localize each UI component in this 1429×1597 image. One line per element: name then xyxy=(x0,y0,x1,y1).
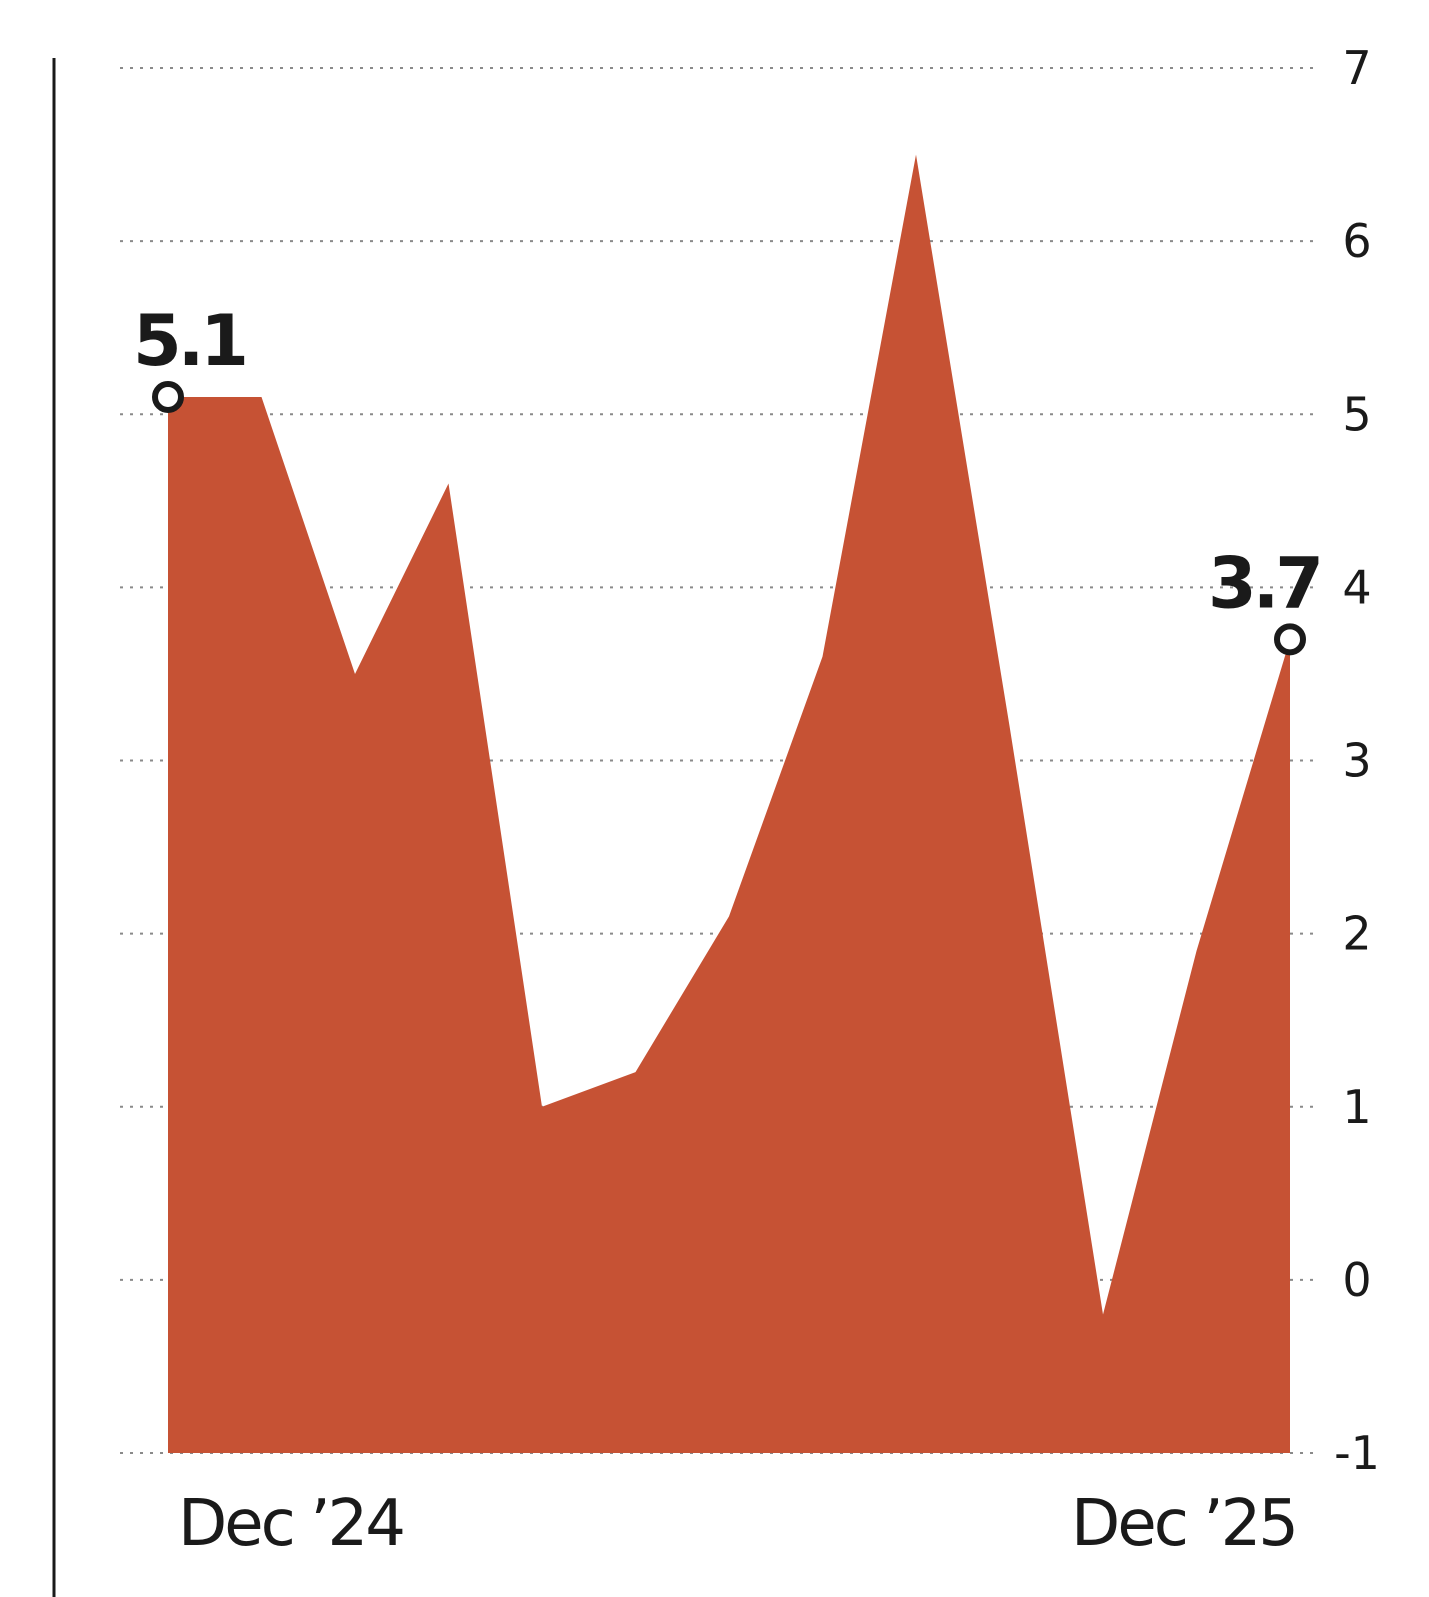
y-tick-label: 6 xyxy=(1342,214,1371,268)
area-fill xyxy=(168,154,1290,1453)
y-tick-label: 1 xyxy=(1342,1080,1371,1134)
annotation-label: 3.7 xyxy=(1208,542,1320,624)
y-tick-label: 2 xyxy=(1342,907,1371,961)
y-axis-tick-labels: 7 6 5 4 3 2 1 0 -1 xyxy=(1334,41,1380,1480)
y-tick-label: 4 xyxy=(1342,560,1371,614)
y-tick-label: -1 xyxy=(1334,1426,1380,1480)
x-tick-label-start: Dec ’24 xyxy=(178,1487,403,1561)
y-tick-label: 0 xyxy=(1342,1253,1371,1307)
annotation-marker xyxy=(152,380,184,413)
annotation-marker xyxy=(1274,623,1306,656)
y-tick-label: 3 xyxy=(1342,734,1371,788)
area-series xyxy=(168,154,1290,1453)
y-tick-label: 7 xyxy=(1342,41,1371,95)
y-tick-label: 5 xyxy=(1342,387,1371,441)
annotation-label: 5.1 xyxy=(133,300,245,382)
x-tick-label-end: Dec ’25 xyxy=(1071,1487,1296,1561)
x-axis-tick-labels: Dec ’24 Dec ’25 xyxy=(178,1487,1299,1561)
annotations: 5.1 3.7 xyxy=(133,300,1324,656)
